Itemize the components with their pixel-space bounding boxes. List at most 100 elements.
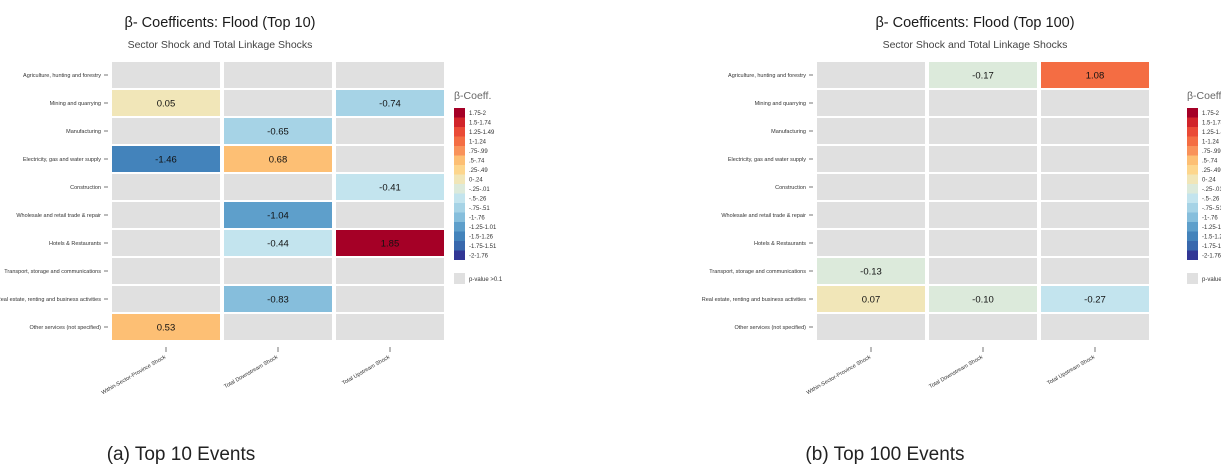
heatmap-cell [336, 174, 444, 200]
heatmap-cell [336, 286, 444, 312]
heatmap-cell [929, 90, 1037, 116]
legend-label: .5-.74 [469, 159, 485, 165]
legend-label: -.5-.26 [469, 197, 487, 203]
panel-caption: (a) Top 10 Events [107, 444, 256, 465]
legend-label: 1-1.24 [1202, 140, 1220, 146]
heatmap-cell [929, 62, 1037, 88]
heatmap-cell [336, 118, 444, 144]
heatmap-cell [336, 146, 444, 172]
cell-value-label: 0.53 [157, 323, 176, 334]
legend-label: -1.5-1.26 [1202, 235, 1221, 241]
legend-label: .75-.99 [1202, 149, 1221, 155]
cell-value-label: -0.65 [267, 127, 289, 138]
heatmap-cell [817, 146, 925, 172]
legend-label: 1.5-1.74 [1202, 121, 1221, 127]
legend-label: -.25-.01 [469, 187, 490, 193]
heatmap-cell [112, 146, 220, 172]
heatmap-cell [929, 174, 1037, 200]
heatmap-cell [817, 62, 925, 88]
cell-value-label: -0.83 [267, 295, 289, 306]
cell-value-label: 0.07 [862, 295, 881, 306]
x-tick-label: Total Upstream Shock [341, 354, 391, 386]
legend-label-na: p-value >0.1 [469, 277, 503, 283]
heatmap-cell [1041, 314, 1149, 340]
chart-subtitle: Sector Shock and Total Linkage Shocks [128, 39, 313, 51]
legend-label: .5-.74 [1202, 159, 1218, 165]
legend-swatch [1187, 193, 1198, 203]
heatmap-cell [336, 314, 444, 340]
legend-label: -1.25-1.01 [1202, 225, 1221, 231]
x-tick-label: Total Upstream Shock [1046, 354, 1096, 386]
heatmap-cell [817, 118, 925, 144]
row-label: Wholesale and retail trade & repair [16, 213, 101, 219]
row-label: Wholesale and retail trade & repair [721, 213, 806, 219]
legend-swatch [1187, 136, 1198, 146]
legend-swatch [1187, 241, 1198, 251]
legend-label: .75-.99 [469, 149, 488, 155]
legend-swatch [1187, 146, 1198, 156]
row-label: Manufacturing [771, 129, 806, 135]
cell-value-label: 0.68 [269, 155, 288, 166]
legend-swatch [1187, 127, 1198, 137]
heatmap-cell [817, 202, 925, 228]
heatmap-cell [817, 314, 925, 340]
heatmap-cell [336, 62, 444, 88]
x-tick-label: Within-Sector-Province Shock [101, 354, 167, 396]
legend-swatch [1187, 108, 1198, 118]
heatmap-cell [224, 258, 332, 284]
legend-swatch [454, 117, 465, 127]
heatmap-cell [817, 90, 925, 116]
heatmap-cell [224, 174, 332, 200]
row-label: Other services (not specified) [29, 325, 101, 331]
heatmap-cell [817, 174, 925, 200]
heatmap-cell [929, 286, 1037, 312]
legend-label: -1-.76 [1202, 216, 1218, 222]
legend-label: 0-.24 [1202, 178, 1216, 184]
chart-title: β- Coefficents: Flood (Top 10) [124, 15, 315, 31]
row-label: Real estate, renting and business activi… [702, 297, 807, 303]
legend-label: -1.75-1.51 [1202, 244, 1221, 250]
row-label: Transport, storage and communications [4, 269, 101, 275]
legend-swatch-na [1187, 273, 1198, 284]
heatmap-cell [1041, 146, 1149, 172]
heatmap-cell [1041, 202, 1149, 228]
legend-title: β-Coeff. [454, 90, 491, 102]
legend-swatch [454, 184, 465, 194]
legend-label: 1.5-1.74 [469, 121, 492, 127]
row-label: Construction [775, 185, 806, 191]
cell-value-label: -0.44 [267, 239, 289, 250]
cell-value-label: -0.13 [860, 267, 882, 278]
heatmap-cell [336, 202, 444, 228]
heatmap-cell [224, 90, 332, 116]
heatmap-cell [224, 62, 332, 88]
heatmap-cell [336, 258, 444, 284]
heatmap-cell [1041, 230, 1149, 256]
heatmap-cell [336, 90, 444, 116]
legend-label-na: p-value >0.1 [1202, 277, 1221, 283]
heatmap-cell [929, 314, 1037, 340]
cell-value-label: -0.17 [972, 71, 994, 82]
heatmap-cell [929, 230, 1037, 256]
heatmap-cell [112, 258, 220, 284]
panel-caption: (b) Top 100 Events [805, 444, 964, 465]
legend-label: -1-.76 [469, 216, 485, 222]
row-label: Electricity, gas and water supply [728, 157, 806, 163]
legend-swatch-na [454, 273, 465, 284]
legend-swatch [1187, 165, 1198, 175]
row-label: Hotels & Restaurants [754, 241, 806, 247]
row-label: Manufacturing [66, 129, 101, 135]
legend-label: .25-.49 [469, 168, 488, 174]
legend-swatch [1187, 184, 1198, 194]
x-tick-label: Total Downstream Shock [928, 354, 984, 390]
heatmap-cell [224, 230, 332, 256]
legend-label: 1.25-1.49 [1202, 130, 1221, 136]
legend-swatch [454, 212, 465, 222]
heatmap-cell [112, 90, 220, 116]
legend-swatch [454, 203, 465, 213]
legend-label: 1-1.24 [469, 140, 487, 146]
legend-swatch [454, 241, 465, 251]
heatmap-cell [336, 230, 444, 256]
legend-swatch [454, 146, 465, 156]
heatmap-cell [1041, 90, 1149, 116]
